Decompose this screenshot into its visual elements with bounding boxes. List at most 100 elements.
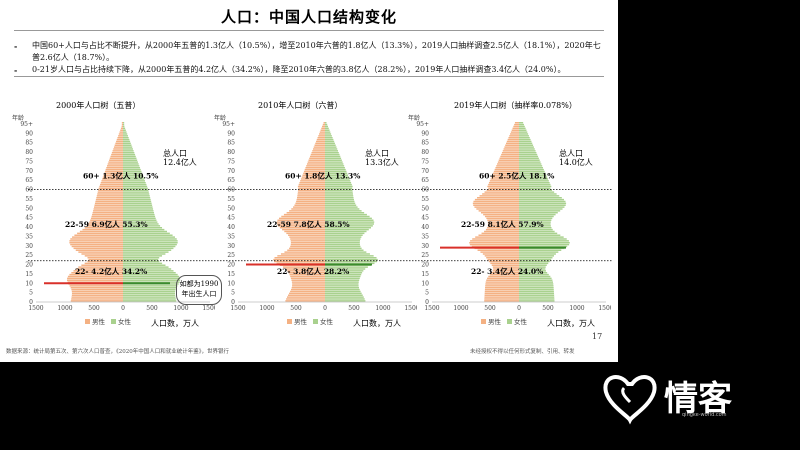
female-bar — [123, 137, 129, 139]
female-bar — [519, 140, 532, 143]
male-bar — [120, 129, 123, 131]
female-bar — [123, 287, 177, 289]
male-bar — [304, 168, 325, 171]
female-bar — [123, 129, 126, 131]
female-bar — [325, 138, 334, 141]
male-bar — [500, 155, 519, 158]
female-bar — [519, 187, 551, 190]
y-tick-label: 80 — [227, 149, 235, 156]
female-bar — [123, 165, 140, 167]
male-bar — [485, 287, 519, 289]
male-bar — [281, 215, 325, 218]
slide: 人口：中国人口结构变化 - 中国60+人口与占比不断提升，从2000年五普的1.… — [0, 0, 618, 362]
y-tick-label: 35 — [25, 233, 33, 240]
female-bar — [325, 290, 361, 293]
male-bar — [69, 242, 123, 244]
female-bar — [123, 213, 155, 216]
male-bar — [488, 182, 519, 184]
y-tick-label: 35 — [421, 233, 429, 240]
female-bar — [325, 236, 362, 238]
male-bar — [487, 227, 519, 229]
male-bar — [121, 125, 123, 128]
female-bar — [519, 165, 543, 167]
female-bar — [325, 206, 358, 208]
male-bar — [97, 191, 123, 193]
male-bar — [289, 236, 325, 238]
total-label: 总人口 — [365, 148, 389, 158]
male-bar — [108, 161, 123, 163]
male-bar — [105, 168, 123, 171]
female-bar — [519, 213, 556, 216]
female-bar — [123, 277, 181, 280]
female-bar — [519, 268, 546, 270]
male-bar — [312, 148, 325, 150]
male-bar — [69, 273, 123, 276]
male-bar — [498, 159, 519, 161]
male-bar — [302, 174, 325, 176]
y-tick-label: 5 — [29, 290, 33, 297]
x-tick-label: 1500 — [598, 305, 611, 312]
female-bar — [325, 228, 369, 231]
male-bar — [288, 272, 325, 274]
female-bar — [325, 243, 360, 246]
male-bar — [471, 245, 519, 248]
female-bar — [325, 275, 361, 278]
female-bar — [325, 197, 354, 199]
female-bar — [519, 168, 544, 171]
male-bar — [93, 206, 123, 208]
female-bar — [325, 294, 363, 296]
male-bar — [502, 150, 519, 152]
male-bar — [73, 270, 123, 272]
male-bar — [501, 153, 519, 156]
x-tick-label: 0 — [323, 305, 327, 312]
male-bar — [487, 225, 519, 227]
y-tick-label: 45 — [25, 215, 33, 222]
male-bar — [291, 208, 325, 210]
male-bar — [103, 174, 123, 176]
legend-male-label: 男性 — [488, 317, 502, 326]
female-bar — [123, 251, 169, 253]
male-bar — [496, 165, 519, 167]
female-bar — [325, 251, 367, 253]
female-bar — [519, 277, 552, 280]
x-tick-label: 1500 — [28, 305, 43, 312]
female-bar — [123, 215, 156, 218]
female-bar — [123, 208, 154, 210]
pyramid-2019: 95+908580757065605550454035302520151050年… — [408, 114, 611, 328]
chart-title-2000: 2000年人口树（五普） — [56, 101, 141, 110]
female-bar — [123, 272, 176, 274]
female-bar — [325, 238, 361, 240]
y-tick-label: 90 — [25, 130, 33, 137]
female-bar — [519, 296, 555, 298]
legend-female-swatch — [111, 319, 116, 324]
male-bar — [473, 204, 519, 206]
male-bar — [71, 272, 123, 274]
male-bar — [71, 288, 123, 291]
male-bar — [286, 296, 325, 298]
female-bar — [519, 193, 557, 195]
y-tick-label: 65 — [25, 177, 33, 184]
male-bar — [322, 123, 325, 126]
female-bar — [519, 264, 547, 266]
female-bar — [325, 245, 361, 248]
female-bar — [325, 287, 360, 289]
male-bar — [288, 234, 325, 236]
male-bar — [116, 138, 123, 141]
male-bar — [90, 219, 123, 221]
y-tick-label: 0 — [29, 299, 33, 306]
male-bar — [274, 257, 325, 259]
female-bar — [123, 240, 178, 242]
male-bar — [486, 279, 519, 281]
female-bar — [519, 183, 551, 186]
annotation-22-59: 22-59 7.8亿人 58.5% — [267, 219, 350, 229]
male-bar — [484, 288, 519, 291]
x-tick-label: 500 — [146, 305, 158, 312]
male-bar — [94, 204, 123, 206]
male-bar — [291, 279, 325, 281]
female-bar — [325, 155, 341, 158]
female-bar — [325, 170, 347, 173]
x-tick-label: 500 — [542, 305, 554, 312]
bullet-dash: - — [14, 65, 18, 75]
male-bar — [486, 217, 519, 220]
male-bar — [319, 133, 325, 135]
